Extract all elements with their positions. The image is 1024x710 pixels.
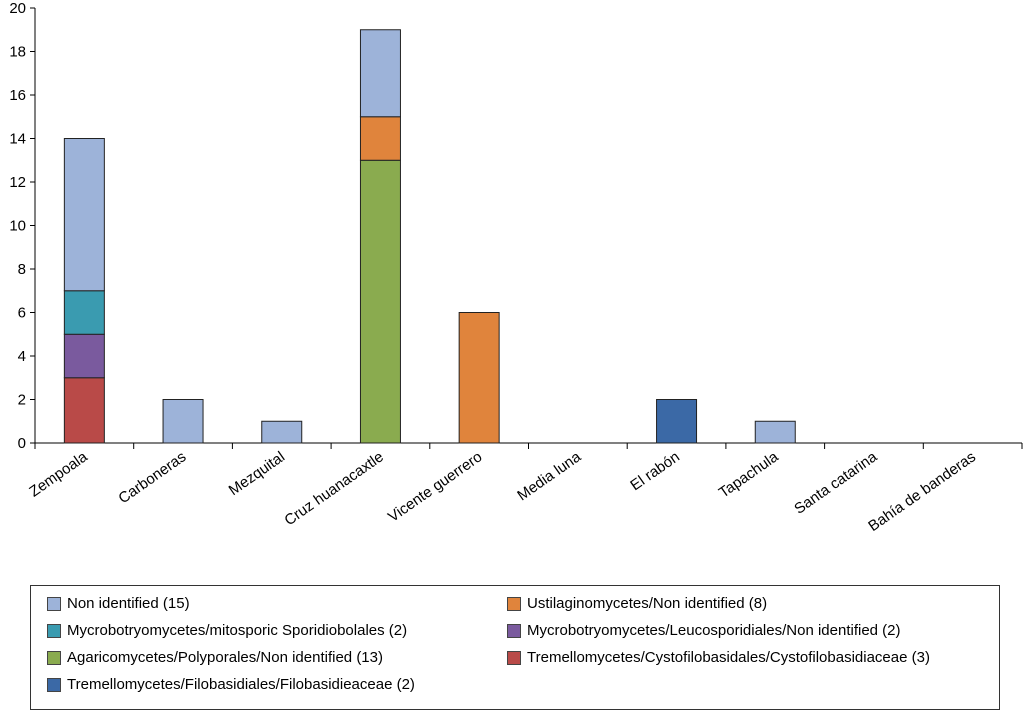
y-tick-label: 18 [9,44,26,61]
legend-swatch [507,596,521,611]
y-tick-label: 16 [9,87,26,104]
bar-segment [63,333,105,379]
y-tick-label: 2 [18,392,26,409]
legend-item: Non identified (15) [47,595,190,612]
bar-segment [63,290,105,335]
bar-segment [458,312,500,444]
y-tick-label: 10 [9,218,26,235]
legend-item: Tremellomycetes/Cystofilobasidales/Cysto… [507,649,930,666]
bar-segment [63,138,105,292]
legend-label: Tremellomycetes/Filobasidiales/Filobasid… [67,676,415,693]
x-category-label: Cruz huanacaxtle [281,448,386,529]
legend-label: Agaricomycetes/Polyporales/Non identifie… [67,649,383,666]
legend-label: Mycrobotryomycetes/Leucosporidiales/Non … [527,622,901,639]
legend-item: Ustilaginomycetes/Non identified (8) [507,595,767,612]
legend-item: Mycrobotryomycetes/mitosporic Sporidiobo… [47,622,407,639]
legend-label: Ustilaginomycetes/Non identified (8) [527,595,768,612]
x-category-label: Vicente guerrero [385,448,485,525]
bar-segment [754,420,796,444]
bar-segment [359,116,401,161]
chart-legend: Non identified (15) Ustilaginomycetes/Non… [30,585,1000,710]
y-tick-label: 0 [18,435,26,452]
x-category-label: Media luna [514,448,584,504]
x-category-label: Santa catarina [791,448,881,518]
x-category-label: El rabón [627,448,683,494]
x-category-label: Carboneras [115,448,189,507]
legend-swatch [47,596,61,611]
x-category-label: Tapachula [716,448,782,502]
y-tick-label: 20 [9,0,26,17]
legend-label: Non identified (15) [67,595,190,612]
legend-item: Mycrobotryomycetes/Leucosporidiales/Non … [507,622,901,639]
stacked-bar-chart: 0 2 4 6 8 10 12 14 16 18 20 Zempoala Carboneras Mezqu… [9,0,1023,535]
bar-segment [359,159,401,444]
legend-swatch [47,623,61,638]
y-tick-label: 4 [18,348,26,365]
legend-item: Tremellomycetes/Filobasidiales/Filobasid… [47,676,415,693]
y-tick-label: 14 [9,131,26,148]
legend-swatch [507,650,521,665]
y-tick-label: 6 [18,305,26,322]
legend-swatch [507,623,521,638]
y-tick-label: 12 [9,174,26,191]
bar-segment [359,29,401,118]
legend-label: Tremellomycetes/Cystofilobasidales/Cysto… [527,649,930,666]
bar-segment [656,399,698,444]
x-category-label: Zempoala [26,448,91,501]
x-category-label: Bahía de banderas [865,448,979,535]
bar-segment [63,377,105,444]
legend-label: Mycrobotryomycetes/mitosporic Sporidiobo… [67,622,408,639]
legend-item: Agaricomycetes/Polyporales/Non identifie… [47,649,383,666]
legend-swatch [47,677,61,692]
x-category-label: Mezquital [226,448,288,499]
bar-segment [261,420,303,444]
bar-segment [162,399,204,444]
y-tick-label: 8 [18,261,26,278]
legend-swatch [47,650,61,665]
